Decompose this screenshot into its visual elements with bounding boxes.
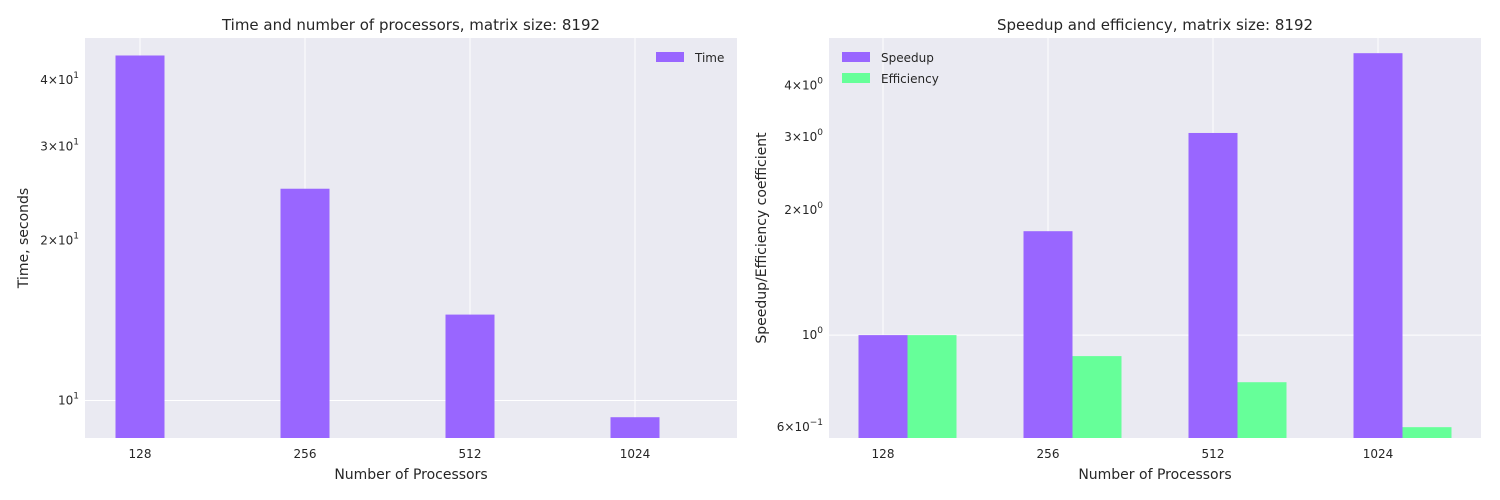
x-tick-label: 1024 (620, 447, 651, 461)
time-y-axis-label: Time, seconds (16, 188, 32, 289)
speedup-x-ticks: 128 256 512 1024 (872, 447, 1394, 461)
x-tick-label: 512 (459, 447, 482, 461)
legend-label-speedup: Speedup (881, 51, 934, 65)
legend-swatch-time (656, 52, 684, 62)
y-tick-label: 4×101 (40, 71, 79, 87)
speedup-chart-title: Speedup and efficiency, matrix size: 819… (997, 16, 1313, 34)
speedup-efficiency-bars (858, 53, 1452, 438)
legend-swatch-speedup (842, 52, 870, 62)
y-tick-label: 2×101 (40, 231, 79, 247)
y-tick-label: 2×100 (784, 201, 823, 217)
y-tick-label: 3×100 (784, 128, 823, 144)
time-x-axis-label: Number of Processors (334, 467, 487, 483)
x-tick-label: 128 (872, 447, 895, 461)
x-tick-label: 256 (1037, 447, 1060, 461)
bar-time-256 (280, 188, 330, 438)
speedup-legend: Speedup Efficiency (842, 51, 939, 86)
bar-time-512 (445, 314, 495, 438)
time-x-ticks: 128 256 512 1024 (129, 447, 651, 461)
bar-time-1024 (610, 417, 660, 438)
bar-speedup-256 (1023, 231, 1073, 438)
bar-speedup-128 (858, 335, 908, 438)
legend-swatch-efficiency (842, 73, 870, 83)
x-tick-label: 1024 (1363, 447, 1394, 461)
time-bars (115, 55, 660, 439)
x-tick-label: 128 (129, 447, 152, 461)
x-tick-label: 256 (294, 447, 317, 461)
time-plot-area (85, 38, 737, 438)
bar-speedup-512 (1188, 132, 1238, 438)
speedup-y-ticks: 6×10−1 100 2×100 3×100 4×100 (777, 76, 824, 434)
bar-time-128 (115, 55, 165, 439)
time-legend: Time (656, 51, 724, 65)
x-tick-label: 512 (1202, 447, 1225, 461)
time-y-ticks: 101 2×101 3×101 4×101 (40, 71, 79, 407)
time-chart-title: Time and number of processors, matrix si… (221, 16, 600, 34)
y-tick-label: 101 (58, 391, 79, 407)
y-tick-label: 3×101 (40, 138, 79, 154)
bar-efficiency-1024 (1402, 427, 1452, 438)
time-chart: 101 2×101 3×101 4×101 128 256 512 1024 Time an… (16, 16, 737, 483)
speedup-efficiency-chart: 6×10−1 100 2×100 3×100 4×100 128 256 512 1024 S… (754, 16, 1481, 483)
legend-label-time: Time (694, 51, 724, 65)
y-tick-label: 100 (802, 326, 823, 342)
bar-efficiency-256 (1072, 356, 1122, 438)
y-tick-label: 4×100 (784, 76, 823, 92)
bar-efficiency-128 (907, 335, 957, 438)
bar-speedup-1024 (1353, 53, 1403, 438)
bar-efficiency-512 (1237, 382, 1287, 438)
y-tick-label: 6×10−1 (777, 418, 823, 434)
speedup-x-axis-label: Number of Processors (1078, 467, 1231, 483)
legend-label-efficiency: Efficiency (881, 72, 939, 86)
speedup-y-axis-label: Speedup/Efficiency coefficient (754, 132, 770, 344)
